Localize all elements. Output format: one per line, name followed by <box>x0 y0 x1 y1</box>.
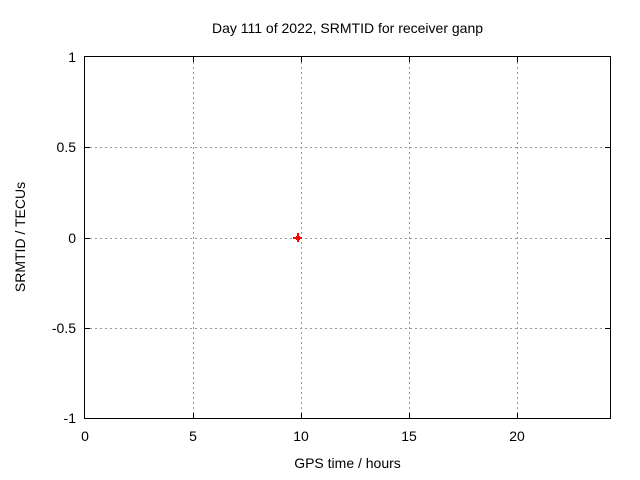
vertical-gridline <box>517 57 518 418</box>
x-tick-top <box>301 57 302 62</box>
x-tick-label: 15 <box>401 428 417 444</box>
x-tick-bottom <box>193 413 194 418</box>
x-axis-label: GPS time / hours <box>294 455 401 471</box>
x-tick-top <box>193 57 194 62</box>
horizontal-gridline <box>85 147 610 148</box>
x-tick-label: 10 <box>293 428 309 444</box>
y-tick-label: 0 <box>68 230 76 246</box>
horizontal-gridline <box>85 328 610 329</box>
x-tick-top <box>517 57 518 62</box>
x-tick-bottom <box>409 413 410 418</box>
y-tick-right <box>605 238 610 239</box>
x-tick-bottom <box>301 413 302 418</box>
chart-title: Day 111 of 2022, SRMTID for receiver gan… <box>211 20 484 36</box>
y-tick-left <box>85 328 90 329</box>
horizontal-gridline <box>85 238 610 239</box>
y-axis-label: SRMTID / TECUs <box>12 181 28 293</box>
x-tick-bottom <box>517 413 518 418</box>
y-tick-label: 0.5 <box>56 139 76 155</box>
vertical-gridline <box>409 57 410 418</box>
y-tick-right <box>605 328 610 329</box>
y-tick-right <box>605 147 610 148</box>
x-tick-label: 5 <box>189 428 197 444</box>
y-tick-label: 1 <box>68 49 76 65</box>
y-tick-label: -1 <box>63 410 76 426</box>
x-tick-top <box>409 57 410 62</box>
x-tick-label: 20 <box>509 428 525 444</box>
data-point-center <box>295 235 300 240</box>
y-tick-label: -0.5 <box>51 320 76 336</box>
y-tick-left <box>85 147 90 148</box>
plot-area <box>84 56 611 419</box>
x-tick-label: 0 <box>81 428 89 444</box>
vertical-gridline <box>193 57 194 418</box>
y-tick-left <box>85 238 90 239</box>
